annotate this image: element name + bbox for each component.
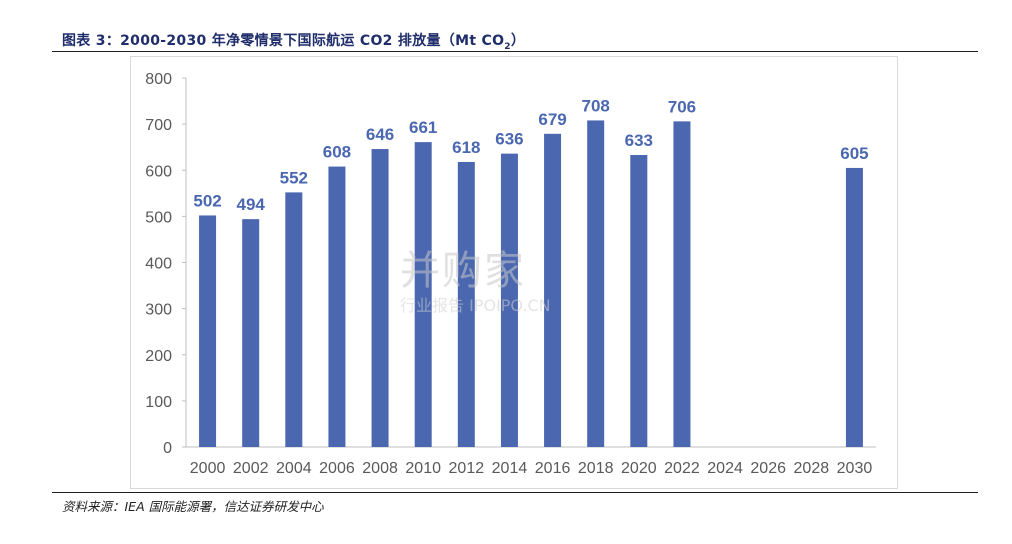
bar: [328, 166, 346, 447]
data-label: 661: [409, 118, 437, 137]
x-tick-label: 2006: [319, 460, 355, 477]
x-tick-label: 2018: [578, 460, 614, 477]
bar: [673, 121, 691, 448]
bar: [587, 120, 605, 447]
data-label: 646: [366, 125, 394, 144]
x-tick-label: 2028: [794, 460, 830, 477]
bar: [630, 155, 648, 447]
data-label: 608: [323, 143, 351, 162]
bar: [457, 161, 475, 447]
x-tick-label: 2004: [276, 460, 312, 477]
y-tick-label: 400: [145, 256, 172, 273]
bar: [845, 167, 863, 447]
data-label: 552: [280, 168, 308, 187]
source-rule: [52, 492, 978, 493]
data-label: 679: [538, 110, 566, 129]
y-tick-label: 0: [163, 440, 172, 457]
data-label: 605: [840, 144, 868, 163]
data-label: 636: [495, 130, 523, 149]
x-tick-label: 2030: [837, 460, 873, 477]
y-tick-label: 300: [145, 302, 172, 319]
x-tick-label: 2002: [233, 460, 269, 477]
bar: [242, 219, 260, 447]
chart-frame: [130, 56, 898, 489]
y-tick-label: 600: [145, 163, 172, 180]
data-label: 502: [193, 191, 221, 210]
x-tick-label: 2008: [362, 460, 398, 477]
y-tick-label: 700: [145, 117, 172, 134]
x-tick-label: 2000: [190, 460, 226, 477]
data-label: 708: [582, 96, 610, 115]
source-note: 资料来源：IEA 国际能源署，信达证券研发中心: [62, 499, 324, 514]
x-tick-label: 2010: [405, 460, 441, 477]
data-label: 494: [237, 195, 266, 214]
bar: [371, 149, 389, 447]
bar: [199, 215, 217, 447]
x-tick-label: 2020: [621, 460, 657, 477]
x-tick-label: 2024: [707, 460, 743, 477]
bar: [285, 192, 303, 447]
y-tick-label: 100: [145, 394, 172, 411]
title-rule: [52, 51, 978, 52]
data-label: 618: [452, 138, 480, 157]
bar: [414, 142, 432, 447]
x-tick-label: 2016: [535, 460, 571, 477]
data-label: 633: [625, 131, 653, 150]
data-label: 706: [668, 97, 696, 116]
y-tick-label: 500: [145, 209, 172, 226]
x-tick-label: 2022: [664, 460, 700, 477]
bar: [500, 153, 518, 447]
x-tick-label: 2014: [492, 460, 528, 477]
x-tick-label: 2026: [750, 460, 786, 477]
chart-title: 图表 3：2000-2030 年净零情景下国际航运 CO2 排放量（Mt CO2…: [62, 33, 526, 52]
x-tick-label: 2012: [449, 460, 485, 477]
bar: [544, 133, 562, 447]
y-tick-label: 200: [145, 348, 172, 365]
y-tick-label: 800: [145, 71, 172, 88]
